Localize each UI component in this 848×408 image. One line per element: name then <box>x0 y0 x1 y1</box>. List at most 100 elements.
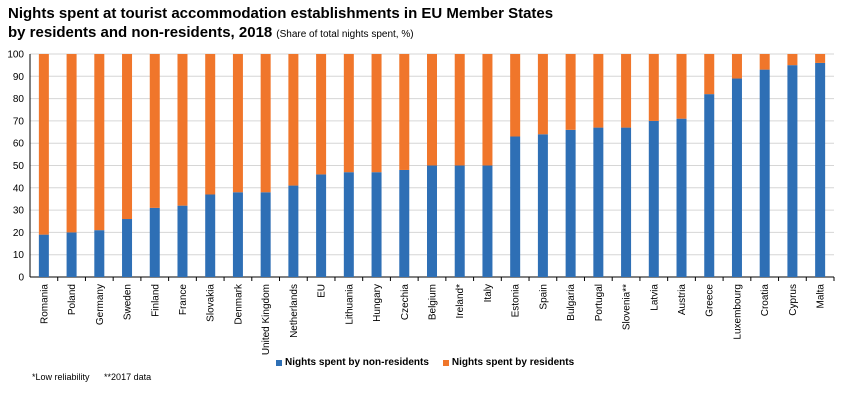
x-tick-label: Greece <box>705 284 716 317</box>
y-tick-label: 0 <box>18 273 24 284</box>
bar-residents <box>205 54 216 195</box>
legend-swatch-residents <box>442 359 449 366</box>
chart-title: Nights spent at tourist accommodation es… <box>8 4 553 44</box>
x-tick-label: Sweden <box>123 284 134 320</box>
x-tick-label: Germany <box>95 284 106 325</box>
bar-non-residents <box>177 205 188 277</box>
y-tick-label: 50 <box>13 161 25 172</box>
bar-residents <box>232 54 243 193</box>
bar-residents <box>399 54 410 170</box>
x-tick-label: Slovakia <box>206 284 217 322</box>
bar-residents <box>94 54 105 231</box>
x-tick-label: Croatia <box>760 284 771 317</box>
bar-non-residents <box>427 165 437 277</box>
title-line-2: by residents and non-residents, 2018 <box>8 24 273 41</box>
bar-non-residents <box>371 172 382 277</box>
bar-residents <box>676 54 687 119</box>
bar-residents <box>593 54 604 128</box>
x-tick-label: Cyprus <box>788 284 799 316</box>
bar-residents <box>704 54 715 95</box>
y-tick-label: 10 <box>13 250 25 261</box>
bar-non-residents <box>232 192 243 277</box>
bar-non-residents <box>66 232 77 277</box>
y-tick-label: 90 <box>13 72 25 83</box>
bar-non-residents <box>731 78 742 277</box>
bar-residents <box>565 54 576 130</box>
bar-residents <box>38 54 49 235</box>
bar-residents <box>537 54 548 135</box>
x-tick-label: Bulgaria <box>566 284 577 321</box>
footnotes: *Low reliability **2017 data <box>32 372 163 382</box>
x-tick-label: Estonia <box>511 284 522 318</box>
y-tick-label: 100 <box>7 50 24 61</box>
legend-label-non-residents: Nights spent by non-residents <box>285 357 429 368</box>
bar-residents <box>621 54 632 128</box>
x-tick-label: EU <box>317 284 328 298</box>
bar-non-residents <box>787 65 798 278</box>
x-tick-label: Italy <box>483 284 494 302</box>
bar-residents <box>427 54 437 166</box>
bar-residents <box>149 54 160 208</box>
x-tick-label: Finland <box>150 284 161 317</box>
bar-non-residents <box>759 69 770 277</box>
bar-residents <box>815 54 826 63</box>
bar-non-residents <box>94 230 105 277</box>
bar-residents <box>260 54 271 193</box>
bar-non-residents <box>38 234 49 277</box>
legend-swatch-non-residents <box>276 359 282 366</box>
bar-residents <box>510 54 521 137</box>
bar-non-residents <box>510 136 521 277</box>
y-tick-label: 60 <box>13 139 25 150</box>
bar-residents <box>371 54 382 173</box>
bar-residents <box>787 54 798 66</box>
x-tick-label: Luxembourg <box>732 284 743 340</box>
x-tick-label: Belgium <box>428 284 439 320</box>
x-tick-label: Spain <box>538 284 549 310</box>
bar-residents <box>177 54 188 206</box>
bar-non-residents <box>704 94 715 277</box>
x-tick-label: Denmark <box>233 283 244 325</box>
bar-non-residents <box>648 120 659 278</box>
bar-non-residents <box>482 165 493 277</box>
x-tick-label: Czechia <box>400 284 411 321</box>
footnote-low-reliability: *Low reliability <box>32 372 90 382</box>
x-tick-label: United Kingdom <box>261 284 272 355</box>
y-tick-label: 40 <box>13 183 25 194</box>
y-tick-label: 70 <box>13 116 25 127</box>
bar-non-residents <box>149 207 160 277</box>
y-tick-label: 80 <box>13 94 25 105</box>
bar-non-residents <box>815 62 826 277</box>
bar-residents <box>454 54 465 166</box>
bar-non-residents <box>676 118 687 277</box>
bar-non-residents <box>565 129 576 277</box>
bar-non-residents <box>288 185 299 277</box>
x-tick-label: Lithuania <box>344 284 355 325</box>
bar-residents <box>316 54 327 175</box>
bar-non-residents <box>593 127 604 277</box>
x-tick-label: Hungary <box>372 284 383 322</box>
bar-residents <box>648 54 659 121</box>
bar-residents <box>759 54 770 70</box>
bar-residents <box>343 54 354 173</box>
x-tick-label: Netherlands <box>289 284 300 338</box>
bar-residents <box>482 54 493 166</box>
bar-non-residents <box>399 169 410 277</box>
title-line-1: Nights spent at tourist accommodation es… <box>8 5 554 22</box>
legend-item-residents: Nights spent by residents <box>442 357 574 368</box>
chart-subtitle: (Share of total nights spent, %) <box>276 29 414 40</box>
y-tick-label: 30 <box>13 206 25 217</box>
legend: Nights spent by non-residents Nights spe… <box>276 357 574 368</box>
bar-non-residents <box>454 165 465 277</box>
x-tick-label: France <box>178 284 189 316</box>
bar-residents <box>66 54 77 233</box>
bar-residents <box>122 54 133 220</box>
x-tick-label: Latvia <box>649 284 660 311</box>
legend-item-non-residents: Nights spent by non-residents <box>276 357 429 368</box>
x-tick-label: Portugal <box>594 284 605 321</box>
x-tick-label: Slovenia** <box>622 284 633 330</box>
bar-non-residents <box>260 192 271 277</box>
bar-residents <box>288 54 299 186</box>
bar-non-residents <box>537 134 548 277</box>
y-tick-label: 20 <box>13 228 25 239</box>
